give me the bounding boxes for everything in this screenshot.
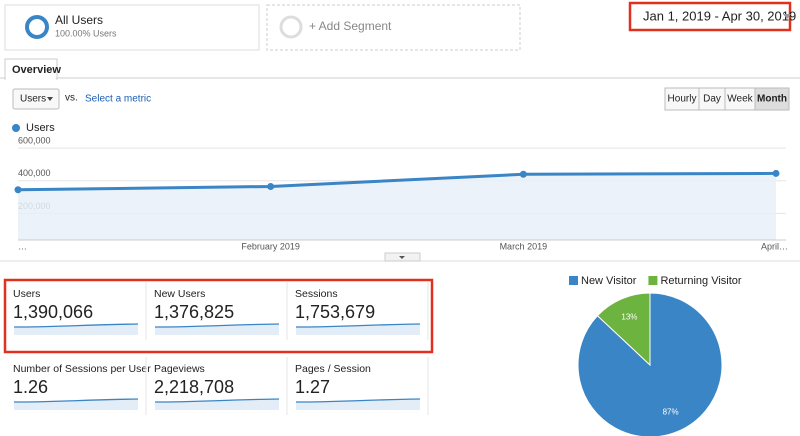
pie-slice[interactable]	[596, 292, 651, 367]
dropdown-arrow	[783, 14, 791, 19]
sparkline	[295, 323, 421, 328]
date-range[interactable]: Jan 1, 2019 - Apr 30, 2019	[643, 8, 796, 23]
granularity-button[interactable]	[754, 87, 790, 111]
pie-label: 13%	[621, 313, 637, 322]
date-range-box[interactable]	[628, 1, 792, 32]
legend-swatch	[648, 276, 658, 285]
segment-title: All Users	[55, 13, 103, 27]
metric-select-label[interactable]: Users	[20, 94, 46, 105]
tab-label[interactable]: Overview	[12, 64, 61, 76]
add-segment-icon	[279, 15, 303, 39]
toggle-arrow	[399, 256, 405, 259]
highlight-box	[3, 278, 434, 354]
granularity-label[interactable]: Week	[727, 94, 753, 105]
sparkline	[13, 398, 139, 403]
sparkline	[154, 398, 280, 403]
tab-cover	[6, 77, 56, 80]
point	[519, 170, 527, 178]
y-tick-label: 600,000	[18, 136, 51, 146]
vs-label: vs.	[65, 93, 78, 104]
point	[267, 182, 275, 190]
legend-swatch	[569, 276, 578, 285]
metric-label: Users	[13, 288, 40, 300]
metric-value: 1.26	[13, 377, 48, 397]
metric-value: 1.27	[295, 377, 330, 397]
metric-label: Sessions	[295, 288, 338, 300]
segment-box[interactable]	[4, 4, 260, 51]
y-tick-label: 400,000	[18, 168, 51, 178]
select-arrow	[47, 97, 53, 101]
metric-select[interactable]	[12, 88, 60, 110]
add-segment[interactable]: + Add Segment	[309, 19, 392, 33]
add-segment-box[interactable]	[266, 4, 521, 51]
point	[772, 169, 780, 177]
metric-label: New Users	[154, 288, 205, 300]
line	[17, 171, 777, 192]
x-tick-label: March 2019	[500, 241, 548, 251]
granularity-label[interactable]: Day	[703, 94, 721, 105]
metric-value: 1,390,066	[13, 302, 93, 322]
x-tick-label: February 2019	[241, 241, 300, 251]
metric-label: Number of Sessions per User	[13, 363, 151, 375]
sparkline	[154, 323, 280, 328]
metric-value: 2,218,708	[154, 377, 234, 397]
granularity-label[interactable]: Month	[757, 94, 787, 105]
segment-icon	[25, 15, 49, 39]
granularity-label[interactable]: Hourly	[668, 94, 697, 105]
sparkline	[295, 398, 421, 403]
x-tick-label: April…	[761, 241, 788, 251]
metric-value: 1,376,825	[154, 302, 234, 322]
metric-label: Pages / Session	[295, 363, 371, 375]
legend-label: Returning Visitor	[660, 275, 741, 287]
x-tick-label: …	[18, 241, 27, 251]
legend-label: Users	[26, 122, 55, 134]
metric-label: Pageviews	[154, 363, 205, 375]
sparkline	[13, 323, 139, 328]
select-metric-link[interactable]: Select a metric	[85, 94, 151, 105]
legend-label: New Visitor	[581, 275, 637, 287]
metric-value: 1,753,679	[295, 302, 375, 322]
legend-marker	[12, 124, 20, 132]
segment-subtitle: 100.00% Users	[55, 28, 117, 38]
pie-label: 87%	[663, 408, 679, 417]
area	[18, 173, 776, 240]
point	[14, 186, 22, 194]
